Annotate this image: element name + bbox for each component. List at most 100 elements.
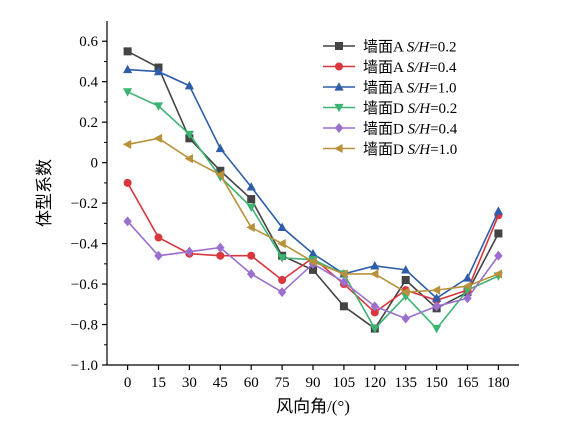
data-point [370, 269, 379, 279]
series-6 [122, 133, 502, 297]
data-point [184, 130, 194, 140]
plot-frame [106, 21, 519, 366]
legend-label-prefix: 墙面A [363, 80, 407, 97]
legend-label-suffix: =1.0 [430, 142, 457, 158]
data-point [153, 102, 164, 111]
legend-label-prefix: 墙面D [363, 141, 408, 158]
data-point [184, 80, 194, 90]
series-line [126, 182, 500, 314]
x-tick-label: 30 [182, 375, 197, 391]
legend-label: 墙面A S/H=0.4 [363, 59, 457, 76]
data-point [246, 222, 255, 232]
x-tick-label: 105 [333, 375, 356, 391]
legend-marker [334, 82, 344, 91]
x-tick-label: 75 [275, 375, 290, 391]
data-point [370, 301, 379, 312]
legend-label-prefix: 墙面D [363, 121, 408, 138]
data-point [154, 250, 163, 261]
x-tick-label: 165 [456, 375, 479, 391]
data-point [370, 324, 380, 334]
legend-label: 墙面D S/H=0.2 [363, 100, 457, 117]
y-tick-label: −0.2 [71, 196, 98, 212]
legend-marker [335, 42, 343, 50]
data-point [216, 242, 225, 253]
legend-label-param: S/H [407, 81, 431, 97]
legend-marker [334, 143, 343, 154]
data-point [431, 285, 441, 295]
data-point [123, 88, 133, 97]
data-point [277, 222, 287, 231]
legend-label-param: S/H [407, 40, 431, 56]
x-tick-label: 90 [306, 375, 321, 391]
legend-item: 墙面D S/H=1.0 [323, 141, 457, 158]
data-point [247, 251, 256, 260]
x-tick-label: 45 [213, 375, 228, 391]
data-point [277, 287, 287, 298]
legend-item: 墙面A S/H=0.4 [323, 59, 457, 76]
series-2 [123, 178, 503, 317]
legend-label-param: S/H [408, 101, 432, 117]
x-tick-label: 120 [364, 375, 387, 391]
legend-marker [334, 103, 344, 113]
legend-label: 墙面D S/H=0.4 [363, 121, 458, 138]
legend-label: 墙面A S/H=1.0 [363, 80, 456, 97]
legend-item: 墙面A S/H=0.2 [323, 39, 456, 56]
data-point [494, 229, 503, 238]
x-tick-label: 15 [151, 375, 166, 391]
x-tick-label: 135 [394, 375, 417, 391]
data-point [339, 269, 348, 279]
data-point [154, 233, 163, 242]
data-point [339, 302, 348, 311]
legend-label-suffix: =0.2 [429, 40, 456, 56]
data-point [493, 269, 502, 279]
data-point [185, 246, 194, 257]
data-point [400, 287, 410, 297]
series-layer [122, 47, 503, 334]
data-point [493, 206, 503, 215]
data-point [247, 195, 256, 204]
y-tick-label: −0.6 [71, 277, 99, 293]
y-tick-label: −0.8 [71, 318, 98, 334]
x-tick-label: 60 [244, 375, 259, 391]
x-tick-label: 0 [124, 375, 132, 391]
data-point [462, 273, 473, 282]
legend-label-prefix: 墙面A [363, 39, 407, 56]
data-point [401, 313, 410, 324]
legend-label-param: S/H [408, 142, 432, 158]
data-point [370, 308, 379, 317]
legend-label-suffix: =0.4 [430, 122, 458, 138]
legend-item: 墙面A S/H=1.0 [323, 80, 456, 97]
legend-label-prefix: 墙面A [363, 59, 407, 76]
data-point [432, 324, 442, 334]
legend-label-suffix: =1.0 [429, 81, 456, 97]
legend-item: 墙面D S/H=0.2 [323, 100, 457, 117]
data-point [123, 64, 133, 74]
y-tick-label: 0 [91, 156, 99, 172]
legend-marker [334, 123, 344, 133]
y-axis: 0.6 0.4 0.2 0 −0.2 −0.4 −0.6 −0.8 −1.0 [71, 34, 107, 374]
legend-label-param: S/H [407, 60, 431, 76]
legend-label-suffix: =0.4 [429, 60, 457, 76]
data-point [308, 257, 317, 267]
data-point [123, 216, 132, 227]
data-point [432, 293, 442, 302]
data-point [401, 265, 411, 274]
y-tick-label: −1.0 [71, 358, 98, 374]
data-point [122, 139, 132, 150]
y-axis-title: 体型系数 [35, 159, 54, 227]
data-point [184, 154, 193, 164]
data-point [216, 166, 225, 175]
y-tick-label: −0.4 [71, 237, 99, 253]
data-point [123, 47, 132, 56]
data-point [401, 276, 410, 285]
data-point [432, 301, 441, 312]
data-point [246, 182, 256, 191]
data-point [309, 265, 317, 274]
x-tick-label: 150 [425, 375, 448, 391]
data-point [247, 268, 256, 279]
y-tick-label: 0.4 [79, 75, 98, 91]
legend-label-suffix: =0.2 [430, 101, 457, 117]
data-point [277, 254, 287, 263]
